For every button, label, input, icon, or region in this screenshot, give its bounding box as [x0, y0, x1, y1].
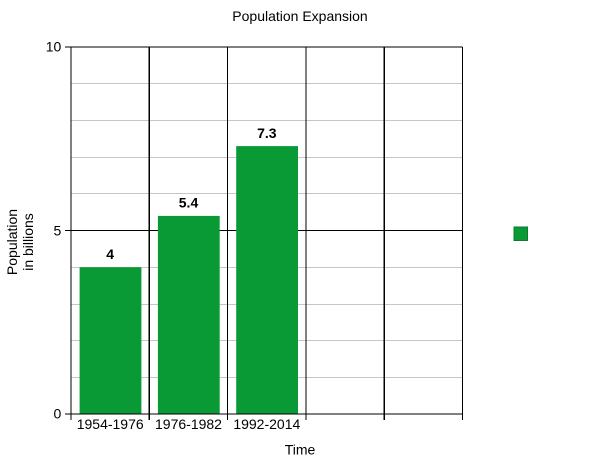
svg-text:in billions: in billions [20, 213, 36, 271]
svg-text:Population: Population [4, 209, 20, 275]
svg-text:1954-1976: 1954-1976 [77, 416, 144, 432]
svg-text:10: 10 [46, 39, 62, 55]
svg-text:5: 5 [54, 223, 62, 239]
svg-text:1976-1982: 1976-1982 [155, 416, 222, 432]
svg-text:Time: Time [285, 442, 316, 458]
svg-text:7.3: 7.3 [257, 125, 277, 141]
svg-text:0: 0 [54, 406, 62, 422]
svg-text:Population Expansion: Population Expansion [232, 8, 367, 24]
svg-text:1992-2014: 1992-2014 [233, 416, 300, 432]
svg-text:5.4: 5.4 [179, 195, 199, 211]
svg-text:4: 4 [106, 246, 114, 262]
